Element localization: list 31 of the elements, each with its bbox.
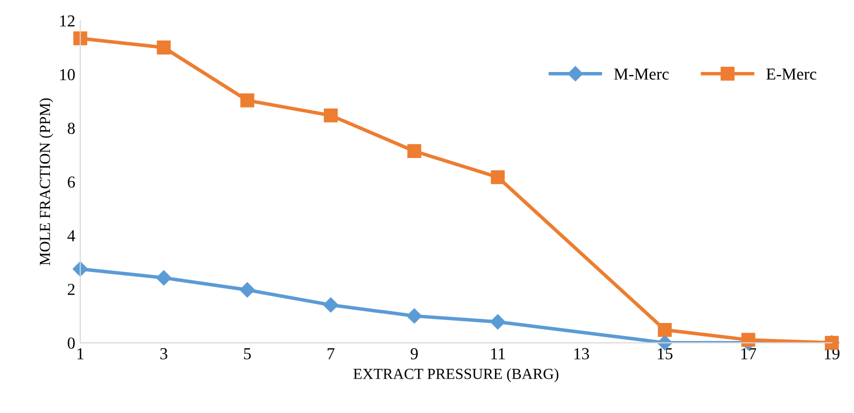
y-tick-label: 6: [68, 176, 75, 188]
y-tick-label: 10: [60, 69, 75, 80]
x-tick-label: 1: [78, 348, 84, 360]
point: [156, 40, 171, 54]
x-tick-label: 5: [244, 348, 251, 360]
x-tick-label: 17: [741, 348, 756, 360]
point: [490, 314, 506, 330]
y-tick-label: 2: [68, 284, 74, 295]
point: [658, 322, 672, 337]
y-tick-label: 0: [68, 337, 75, 349]
x-tick-label: 13: [574, 348, 589, 360]
x-tick-label: 3: [160, 348, 168, 360]
y-tick-label: 4: [67, 230, 76, 242]
point: [323, 297, 338, 313]
x-tick-label: 7: [328, 348, 334, 360]
x-tick-label: 11: [491, 348, 505, 360]
point: [490, 170, 505, 184]
point: [156, 270, 172, 286]
point: [407, 144, 422, 158]
y-axis-title: MOLE FRACTION (PPM): [39, 98, 54, 266]
point: [324, 108, 338, 122]
y-tick-label: 8: [68, 122, 75, 134]
x-axis-title: EXTRACT PRESSURE (BARG): [353, 368, 558, 382]
legend-label: M-Merc: [614, 68, 669, 80]
point: [240, 93, 254, 108]
point: [406, 308, 422, 324]
x-tick-label: 15: [658, 348, 672, 360]
y-tick-label: 12: [60, 15, 74, 26]
x-tick-label: 9: [410, 348, 418, 360]
point: [240, 282, 255, 298]
legend-label: E-Merc: [766, 68, 816, 80]
